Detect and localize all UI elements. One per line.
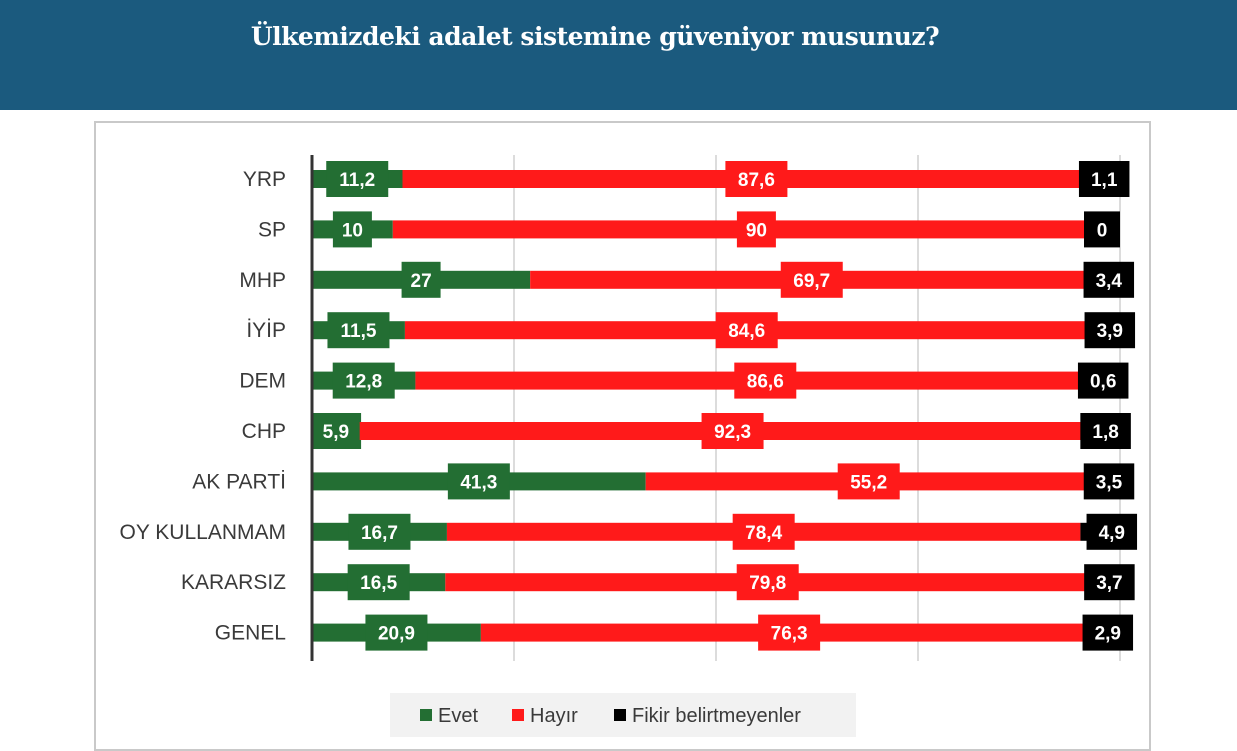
data-label-box (736, 564, 799, 601)
data-label-box (1086, 513, 1138, 550)
data-label-box (758, 614, 821, 651)
data-label-box (1084, 211, 1120, 248)
data-label: 78,4 (745, 523, 782, 544)
data-label: 84,6 (728, 321, 765, 342)
data-label: 3,4 (1096, 271, 1123, 292)
data-label: 76,3 (771, 624, 808, 645)
data-label-box (1080, 413, 1131, 449)
data-label: 12,8 (345, 372, 382, 393)
category-label: YRP (243, 168, 286, 191)
category-label: MHP (239, 269, 286, 292)
data-label-box (1083, 463, 1135, 500)
legend-swatch (512, 709, 524, 721)
data-label: 69,7 (793, 271, 830, 292)
data-label: 0 (1097, 220, 1108, 241)
data-label: 10 (342, 220, 363, 241)
data-label-box (1084, 312, 1136, 349)
data-label: 90 (746, 220, 767, 241)
data-label-box (780, 261, 843, 298)
data-label: 3,7 (1096, 573, 1122, 594)
data-label-box (348, 513, 411, 550)
chart-frame: YRP 11,2 87,6 1,1 SP 10 90 0 MHP 27 69,7 3,4 İYİP 11,… (94, 121, 1151, 751)
data-label: 11,2 (339, 170, 375, 191)
data-label-box (1084, 564, 1135, 601)
data-label-box (401, 261, 441, 298)
data-label-box (837, 463, 900, 500)
data-label-box (1077, 362, 1129, 399)
data-label-box (732, 513, 795, 550)
data-label: 41,3 (460, 472, 497, 493)
data-label-box (715, 312, 778, 349)
data-label: 86,6 (747, 372, 784, 393)
data-label: 4,9 (1099, 523, 1125, 544)
data-label-box (332, 362, 395, 399)
data-label: 20,9 (378, 624, 415, 645)
data-label: 1,8 (1092, 422, 1118, 443)
category-label: İYİP (246, 319, 286, 342)
data-label: 92,3 (714, 422, 751, 443)
category-label: OY KULLANMAM (120, 521, 287, 544)
data-label-box (326, 161, 389, 197)
data-label: 27 (411, 271, 432, 292)
data-label: 3,9 (1097, 321, 1123, 342)
data-label: 16,7 (361, 523, 398, 544)
legend-swatch (614, 709, 626, 721)
data-label: 5,9 (323, 422, 349, 443)
data-label-box (736, 211, 776, 248)
data-label-box (1082, 614, 1134, 651)
stacked-bar-chart: YRP 11,2 87,6 1,1 SP 10 90 0 MHP 27 69,7 3,4 İYİP 11,… (120, 155, 1138, 737)
data-label: 87,6 (738, 170, 775, 191)
data-label: 2,9 (1095, 624, 1121, 645)
category-label: KARARSIZ (181, 571, 286, 594)
header-banner: Ülkemizdeki adalet sistemine güveniyor m… (0, 0, 1237, 110)
data-label-box (327, 312, 390, 349)
data-label: 0,6 (1090, 372, 1116, 393)
page-title: Ülkemizdeki adalet sistemine güveniyor m… (250, 22, 940, 51)
data-label: 3,5 (1096, 472, 1123, 493)
data-label: 55,2 (850, 472, 887, 493)
category-label: DEM (239, 370, 286, 393)
category-label: AK PARTİ (192, 470, 286, 493)
legend-item-label: Evet (438, 705, 478, 727)
data-label-box (734, 362, 797, 399)
data-label-box (310, 413, 362, 449)
data-label-box (332, 211, 372, 248)
data-label-box (1078, 161, 1130, 197)
data-label: 1,1 (1091, 170, 1118, 191)
data-label-box (701, 413, 764, 449)
legend-swatch (420, 709, 432, 721)
data-label-box (365, 614, 428, 651)
data-label: 79,8 (749, 573, 786, 594)
category-label: SP (258, 218, 286, 241)
data-label-box (347, 564, 410, 601)
category-label: CHP (242, 420, 286, 443)
data-label: 16,5 (360, 573, 397, 594)
category-label: GENEL (215, 622, 286, 645)
data-label: 11,5 (340, 321, 376, 342)
legend-item-label: Hayır (530, 705, 578, 727)
data-label-box (725, 161, 788, 197)
data-label-box (1083, 261, 1135, 298)
data-label-box (447, 463, 510, 500)
legend-item-label: Fikir belirtmeyenler (632, 705, 801, 727)
